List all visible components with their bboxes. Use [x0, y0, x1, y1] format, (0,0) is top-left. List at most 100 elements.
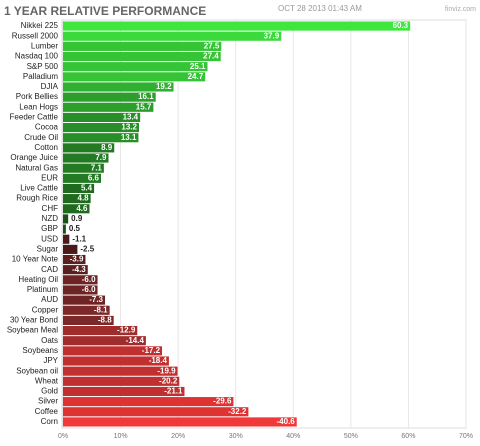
value-label: -17.2 [142, 346, 161, 355]
bar [63, 407, 249, 417]
value-label: 7.1 [91, 163, 103, 172]
y-tick-label: Wheat [35, 376, 59, 385]
y-tick-label: Nikkei 225 [21, 21, 59, 30]
bar [63, 275, 98, 285]
y-tick-label: Copper [32, 305, 59, 314]
value-label: 37.9 [264, 31, 280, 40]
y-tick-label: Coffee [35, 407, 59, 416]
value-label: 0.9 [71, 214, 83, 223]
y-tick-label: Corn [41, 417, 58, 426]
bar [63, 204, 90, 214]
y-tick-label: USD [41, 234, 58, 243]
y-tick-label: GBP [41, 224, 58, 233]
x-tick-label: 30% [229, 433, 243, 440]
value-label: 15.7 [136, 102, 152, 111]
y-tick-label: Cocoa [35, 123, 59, 132]
value-label: -6.0 [82, 275, 96, 284]
value-label: -1.1 [72, 234, 86, 243]
bar [63, 51, 221, 62]
bar [63, 254, 86, 265]
value-label: -21.1 [164, 387, 183, 396]
value-label: -32.2 [228, 407, 247, 416]
value-label: -40.6 [277, 417, 296, 426]
y-tick-label: Cotton [34, 143, 58, 152]
value-label: 4.6 [76, 204, 88, 213]
y-tick-label: Soybean Meal [7, 326, 58, 335]
value-label: 13.4 [123, 113, 139, 122]
x-tick-label: 20% [171, 433, 185, 440]
value-label: 0.5 [69, 224, 81, 233]
x-tick-label: 60% [401, 433, 415, 440]
y-tick-label: Lumber [31, 41, 58, 50]
y-tick-label: Live Cattle [20, 184, 58, 193]
y-tick-label: Sugar [37, 244, 59, 253]
bar [63, 123, 139, 133]
bar [63, 224, 66, 234]
bar [63, 244, 78, 254]
y-tick-label: Silver [38, 397, 58, 406]
bar [63, 386, 185, 397]
y-tick-label: JPY [43, 356, 58, 365]
bar [63, 397, 234, 407]
value-label: -7.3 [89, 295, 103, 304]
bar [63, 315, 114, 325]
bar [63, 326, 138, 336]
value-label: 27.4 [203, 52, 219, 61]
bar [63, 153, 109, 163]
bar [63, 356, 169, 366]
bar [63, 183, 95, 194]
bar [63, 173, 101, 183]
value-label: 6.6 [88, 173, 100, 182]
y-tick-label: 10 Year Note [12, 255, 59, 264]
y-tick-label: Crude Oil [24, 133, 58, 142]
chart-date: OCT 28 2013 01:43 AM [278, 4, 362, 13]
y-tick-label: NZD [42, 214, 59, 223]
bar [63, 21, 411, 31]
x-tick-label: 50% [344, 433, 358, 440]
bar [63, 265, 88, 275]
value-label: -3.9 [70, 255, 84, 264]
x-tick-label: 10% [114, 433, 128, 440]
y-tick-label: CAD [41, 265, 58, 274]
value-label: -8.8 [98, 316, 112, 325]
value-label: 5.4 [81, 184, 93, 193]
value-label: -19.9 [157, 366, 176, 375]
value-label: 60.3 [393, 21, 409, 30]
y-tick-label: Palladium [23, 72, 58, 81]
y-tick-label: Soybeans [22, 346, 58, 355]
bar [63, 376, 180, 386]
y-tick-label: Oats [41, 336, 58, 345]
y-tick-label: Orange Juice [10, 153, 58, 162]
y-tick-label: Soybean oil [16, 366, 58, 375]
value-label: 8.9 [101, 143, 113, 152]
bar [63, 305, 110, 315]
y-tick-label: 30 Year Bond [10, 316, 58, 325]
bar [63, 214, 69, 224]
value-label: 13.1 [121, 133, 137, 142]
value-label: 19.2 [156, 82, 172, 91]
value-label: 7.9 [95, 153, 107, 162]
value-label: -8.1 [94, 305, 108, 314]
value-label: 4.8 [78, 194, 90, 203]
source: finviz.com [445, 6, 476, 13]
value-label: -4.3 [72, 265, 86, 274]
y-tick-label: Lean Hogs [19, 102, 58, 111]
bar [63, 62, 208, 72]
bar [63, 112, 141, 122]
value-label: -20.2 [159, 376, 178, 385]
y-tick-label: Feeder Cattle [10, 113, 59, 122]
value-label: -18.4 [149, 356, 168, 365]
bar [63, 336, 146, 346]
bar [63, 72, 206, 82]
y-tick-label: EUR [41, 173, 58, 182]
value-label: 25.1 [190, 62, 206, 71]
bar [63, 295, 106, 305]
x-tick-label: 70% [459, 433, 473, 440]
bar [63, 41, 222, 51]
chart-title: 1 YEAR RELATIVE PERFORMANCE [4, 4, 206, 18]
y-tick-label: Rough Rice [16, 194, 58, 203]
x-tick-label: 0% [58, 433, 68, 440]
value-label: -12.9 [117, 326, 136, 335]
bar [63, 163, 104, 173]
bar [63, 82, 174, 92]
